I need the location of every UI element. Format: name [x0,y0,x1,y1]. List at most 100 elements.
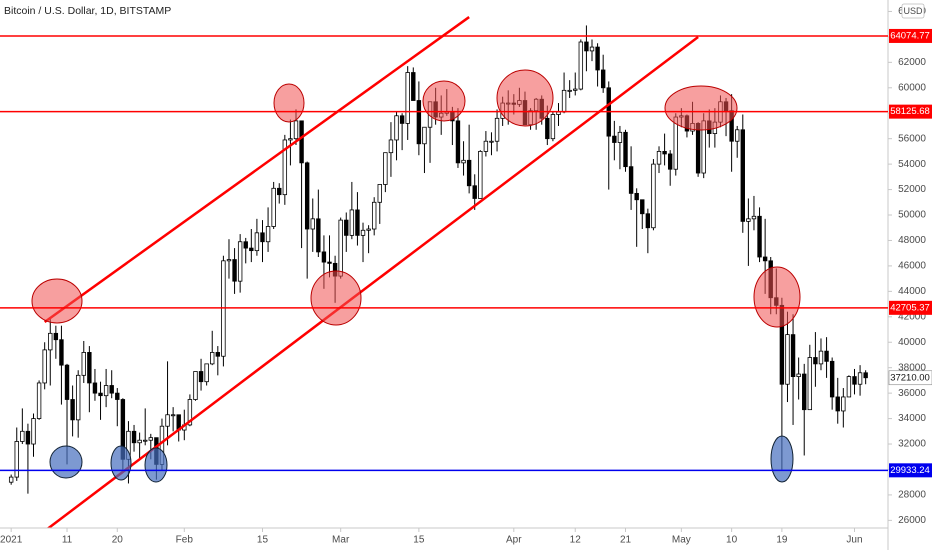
candle-body [656,151,662,165]
x-tick-label: 20 [112,535,124,546]
candle-body [829,360,835,398]
level-label: 42705.37 [890,302,930,313]
candle-body [310,218,315,230]
candle-body [115,392,120,400]
candle-body [394,115,399,141]
candle-body [25,430,31,445]
candle-body [411,72,416,101]
candle-body [103,385,109,397]
candle-body [299,120,304,164]
candle-body [561,89,567,113]
highlight-circle [31,278,83,324]
chart-title: Bitcoin / U.S. Dollar, 1D, BITSTAMP [4,5,171,17]
level-label-box [889,104,932,119]
candle-body [193,371,198,400]
plot-area [8,16,868,528]
candle-body [634,192,639,201]
candle-body [137,439,142,444]
candle-body [416,100,422,145]
candle-body [388,139,394,154]
candle-body [8,476,14,483]
currency-label: USD [903,6,923,16]
level-label: 29933.24 [890,465,930,476]
candle-body [64,364,70,400]
candle-body [355,209,360,236]
level-label-box [889,28,932,43]
highlight-circle [144,447,168,483]
candle-body [36,382,42,419]
candle-body [98,392,103,397]
candle-body [489,140,494,143]
candle-body [20,430,25,442]
candle-body [31,418,36,445]
currency-badge [901,3,925,19]
y-tick-label: 50000 [898,210,926,221]
y-tick-label: 44000 [898,286,926,297]
candle-body [472,185,477,199]
candle-body [237,241,243,282]
y-tick-label: 36000 [898,388,926,399]
x-tick-label: 15 [413,535,425,546]
x-tick-label: 2021 [0,535,23,546]
candle-body [545,117,550,140]
highlight-circle [753,266,801,328]
candle-body [327,261,332,264]
x-tick-label: 21 [620,535,632,546]
overlay: 64074.77 58125.68 42705.37 29933.24 37210.00 [0,28,932,478]
x-tick-label: 11 [62,535,73,546]
candle-body [249,247,254,252]
candle-body [612,135,617,143]
candle-body [271,187,276,227]
candle-body [807,357,813,411]
candle-body [841,396,846,412]
candle-body [349,209,355,236]
candle-body [243,241,248,249]
candle-body [215,352,221,357]
y-tick-label: 62000 [898,57,926,68]
candle-body [824,350,829,362]
candle-body [667,153,673,170]
y-tick-label: 38000 [898,362,926,373]
y-tick-label: 52000 [898,184,926,195]
candle-body [371,201,377,230]
candle-body [383,152,388,185]
candle-body [735,129,740,142]
y-tick-label: 60000 [898,82,926,93]
candle-body [92,382,98,394]
candle-body [813,357,818,365]
candle-body [293,120,299,140]
candle-body [589,46,595,52]
y-tick-label: 42000 [898,311,926,322]
candle-body [857,372,863,385]
y-tick-label: 40000 [898,337,926,348]
candle-body [785,334,790,385]
candle-body [109,385,114,394]
candle-body [165,414,170,427]
candle-body [494,117,500,142]
candle-body [316,218,321,253]
candle-body [232,259,237,282]
highlight-circle [310,270,362,326]
candle-body [578,41,584,90]
candle-body [617,131,623,143]
x-tick-label: Apr [506,535,522,546]
candle-body [338,219,343,277]
candle-body [483,140,489,152]
candle-body [762,256,768,262]
candle-body [405,72,410,124]
candle-body [550,114,556,140]
y-tick-label: 34000 [898,413,926,424]
candle-body [746,218,751,222]
candle-body [595,46,600,71]
candle-body [282,139,288,196]
candle-body [573,88,578,91]
candle-body [466,159,472,187]
last-price-box [888,370,932,386]
trend-line [43,16,470,324]
candle-body [170,414,176,417]
candle-body [422,126,427,145]
x-tick-label: 12 [570,535,582,546]
candle-body [455,120,461,164]
candle-body [53,332,59,341]
candle-body [288,138,293,141]
